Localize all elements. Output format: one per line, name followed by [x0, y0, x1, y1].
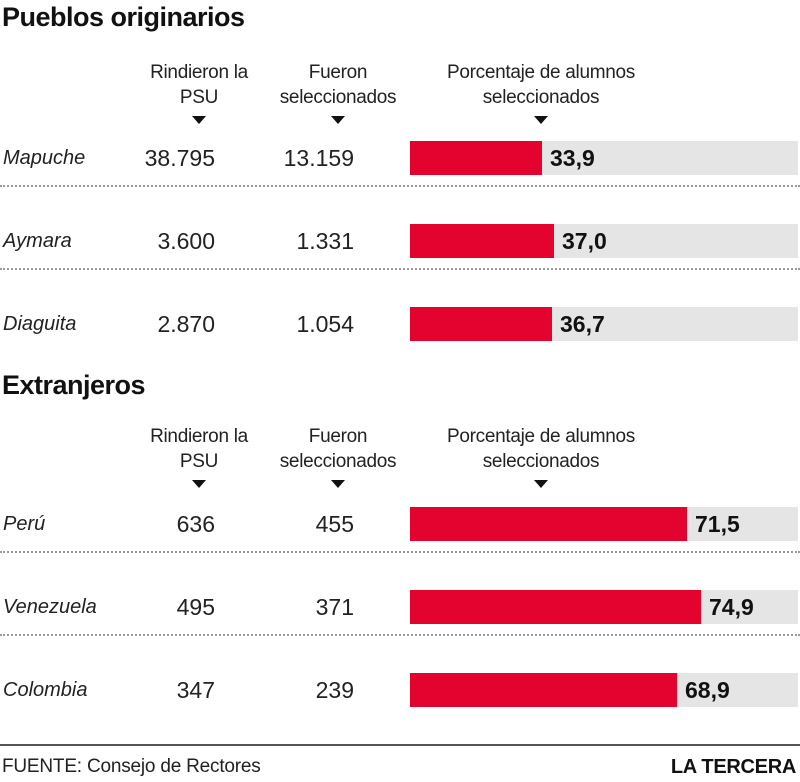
rindieron-value: 38.795	[144, 145, 215, 171]
col-head-seleccionados: Fueron seleccionados	[266, 60, 410, 124]
rindieron-value: 636	[176, 511, 215, 537]
rindieron-value: 2.870	[157, 311, 215, 337]
category-label: Perú	[3, 513, 46, 535]
table-row: Colombia 347 239 68,9	[0, 671, 800, 755]
section-title: Extranjeros	[2, 370, 146, 400]
bar-value-label: 33,9	[550, 145, 595, 171]
seleccionados-value: 1.054	[296, 311, 354, 337]
col-head-label: Rindieron la PSU	[150, 426, 248, 472]
bar	[410, 507, 687, 541]
source-note: FUENTE: Consejo de Rectores	[2, 756, 261, 777]
seleccionados-value: 455	[315, 511, 354, 537]
section-extranjeros: Extranjeros Rindieron la PSU Fueron sele…	[0, 370, 800, 740]
table-row: Diaguita 2.870 1.054 36,7	[0, 305, 800, 389]
table-row: Venezuela 495 371 74,9	[0, 588, 800, 672]
bar-track: 33,9	[410, 141, 798, 175]
table-row: Aymara 3.600 1.331 37,0	[0, 222, 800, 306]
col-head-label: Rindieron la PSU	[150, 62, 248, 108]
row-divider	[0, 551, 800, 553]
rindieron-value: 3.600	[157, 228, 215, 254]
col-head-seleccionados: Fueron seleccionados	[266, 424, 410, 488]
section-pueblos-originarios: Pueblos originarios Rindieron la PSU Fue…	[0, 2, 800, 362]
bar-track: 37,0	[410, 224, 798, 258]
seleccionados-value: 239	[315, 677, 354, 703]
bar	[410, 141, 542, 175]
col-head-label: Porcentaje de alumnos seleccionados	[446, 62, 636, 108]
rindieron-value: 495	[176, 594, 215, 620]
arrow-down-icon	[534, 480, 548, 488]
arrow-down-icon	[331, 116, 345, 124]
bar	[410, 224, 554, 258]
col-head-rindieron: Rindieron la PSU	[140, 424, 258, 488]
category-label: Mapuche	[3, 147, 86, 169]
row-divider	[0, 268, 800, 270]
bar	[410, 307, 552, 341]
brand-logo: LA TERCERA	[670, 756, 796, 778]
bar-track: 68,9	[410, 673, 798, 707]
col-head-label: Fueron seleccionados	[279, 426, 397, 472]
bar	[410, 673, 677, 707]
arrow-down-icon	[192, 480, 206, 488]
col-head-label: Porcentaje de alumnos seleccionados	[446, 426, 636, 472]
seleccionados-value: 1.331	[296, 228, 354, 254]
bar	[410, 590, 701, 624]
bar-value-label: 68,9	[685, 677, 730, 703]
bar-track: 74,9	[410, 590, 798, 624]
bar-value-label: 74,9	[709, 594, 754, 620]
arrow-down-icon	[534, 116, 548, 124]
bar-value-label: 71,5	[695, 511, 740, 537]
bar-value-label: 37,0	[562, 228, 607, 254]
bar-value-label: 36,7	[560, 311, 605, 337]
col-head-rindieron: Rindieron la PSU	[140, 60, 258, 124]
seleccionados-value: 371	[315, 594, 354, 620]
col-head-porcentaje: Porcentaje de alumnos seleccionados	[428, 424, 654, 488]
rindieron-value: 347	[176, 677, 215, 703]
section-title: Pueblos originarios	[2, 2, 245, 32]
footer-divider	[0, 744, 800, 746]
arrow-down-icon	[192, 116, 206, 124]
category-label: Diaguita	[3, 313, 77, 335]
bar-track: 71,5	[410, 507, 798, 541]
arrow-down-icon	[331, 480, 345, 488]
row-divider	[0, 185, 800, 187]
category-label: Aymara	[3, 230, 72, 252]
row-divider	[0, 634, 800, 636]
bar-track: 36,7	[410, 307, 798, 341]
col-head-label: Fueron seleccionados	[279, 62, 397, 108]
category-label: Colombia	[3, 679, 88, 701]
seleccionados-value: 13.159	[283, 145, 354, 171]
category-label: Venezuela	[3, 596, 97, 618]
table-row: Perú 636 455 71,5	[0, 505, 800, 589]
table-row: Mapuche 38.795 13.159 33,9	[0, 139, 800, 223]
col-head-porcentaje: Porcentaje de alumnos seleccionados	[428, 60, 654, 124]
